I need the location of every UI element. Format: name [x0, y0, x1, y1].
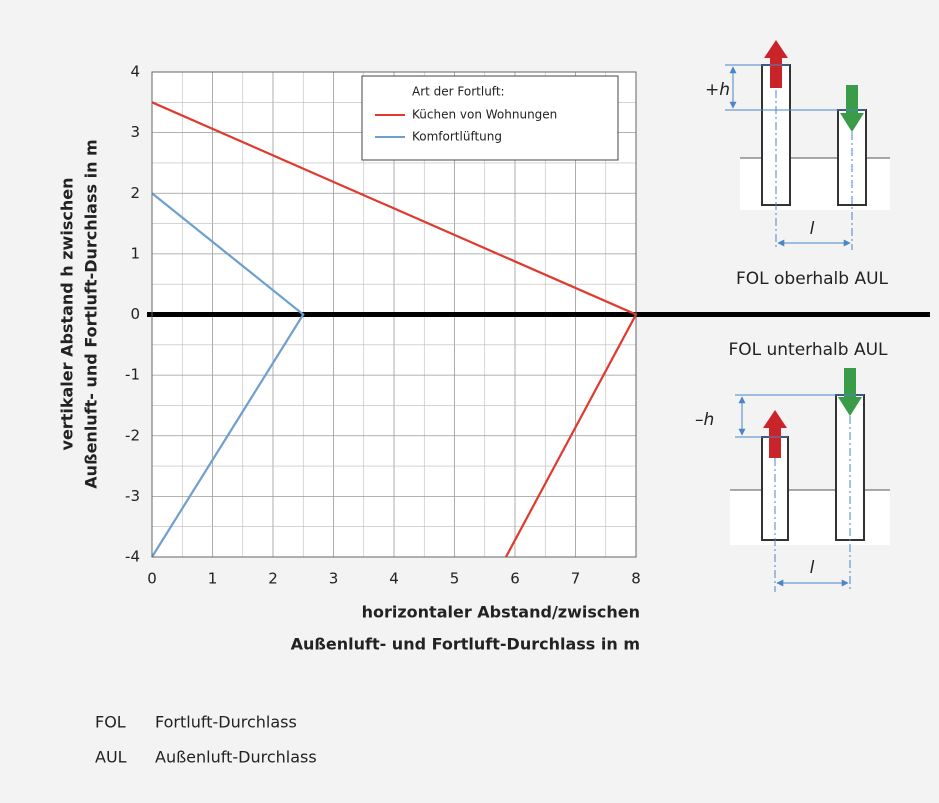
y-tick-label: -2	[125, 426, 140, 444]
x-tick-label: 1	[208, 570, 218, 588]
legend-box	[361, 75, 619, 161]
arrow-down	[838, 368, 862, 416]
y-tick-label: 1	[130, 244, 140, 262]
x-tick-label: 0	[147, 570, 157, 588]
x-tick-label: 4	[389, 570, 399, 588]
diagram-lower: FOL unterhalb AUL –h l	[695, 340, 890, 592]
x-tick-label: 7	[571, 570, 581, 588]
ground	[730, 490, 890, 545]
caption: FOL unterhalb AUL	[728, 340, 888, 360]
y-axis-label: vertikaler Abstand h zwischen	[58, 178, 77, 451]
footnote-text: Außenluft-Durchlass	[155, 748, 317, 767]
y-tick-label: 2	[130, 184, 140, 202]
legend-label: Komfortlüftung	[412, 130, 502, 144]
y-tick-label: 0	[130, 305, 140, 323]
y-tick-label: 3	[130, 123, 140, 141]
y-tick-label: -1	[125, 366, 140, 384]
legend-title: Art der Fortluft:	[412, 85, 505, 99]
x-tick-label: 3	[329, 570, 339, 588]
footnote-abbr: AUL	[95, 748, 127, 767]
plot-frame	[151, 71, 637, 558]
arrow-down	[840, 85, 864, 132]
arrow-up	[763, 410, 787, 458]
y-tick-label: -3	[125, 487, 140, 505]
x-tick-label: 5	[450, 570, 460, 588]
x-tick-label: 2	[268, 570, 278, 588]
x-axis-label: Außenluft- und Fortluft-Durchlass in m	[291, 635, 640, 654]
diagram-upper: +h l FOL oberhalb AUL	[705, 40, 890, 289]
arrow-up	[764, 40, 788, 88]
legend-items: Küchen von Wohnungen Komfortlüftung	[375, 108, 557, 144]
legend-label: Küchen von Wohnungen	[412, 108, 557, 122]
footnote-text: Fortluft-Durchlass	[155, 713, 297, 732]
distance-label: l	[810, 558, 815, 578]
y-tick-label: -4	[125, 548, 140, 566]
distance-label: l	[810, 219, 815, 239]
series-line	[151, 192, 305, 558]
legend: Art der Fortluft: Küchen von Wohnungen Ko…	[361, 75, 619, 161]
footnote-abbr: FOL	[95, 713, 126, 732]
x-axis-label: horizontaler Abstand/zwischen	[362, 603, 640, 622]
height-label: +h	[705, 80, 730, 100]
caption: FOL oberhalb AUL	[736, 269, 889, 289]
height-label: –h	[695, 410, 714, 430]
x-tick-label: 8	[631, 570, 641, 588]
x-tick-label: 6	[510, 570, 520, 588]
y-tick-label: 4	[130, 63, 140, 81]
y-axis-label: Außenluft- und Fortluft-Durchlass in m	[82, 139, 101, 488]
